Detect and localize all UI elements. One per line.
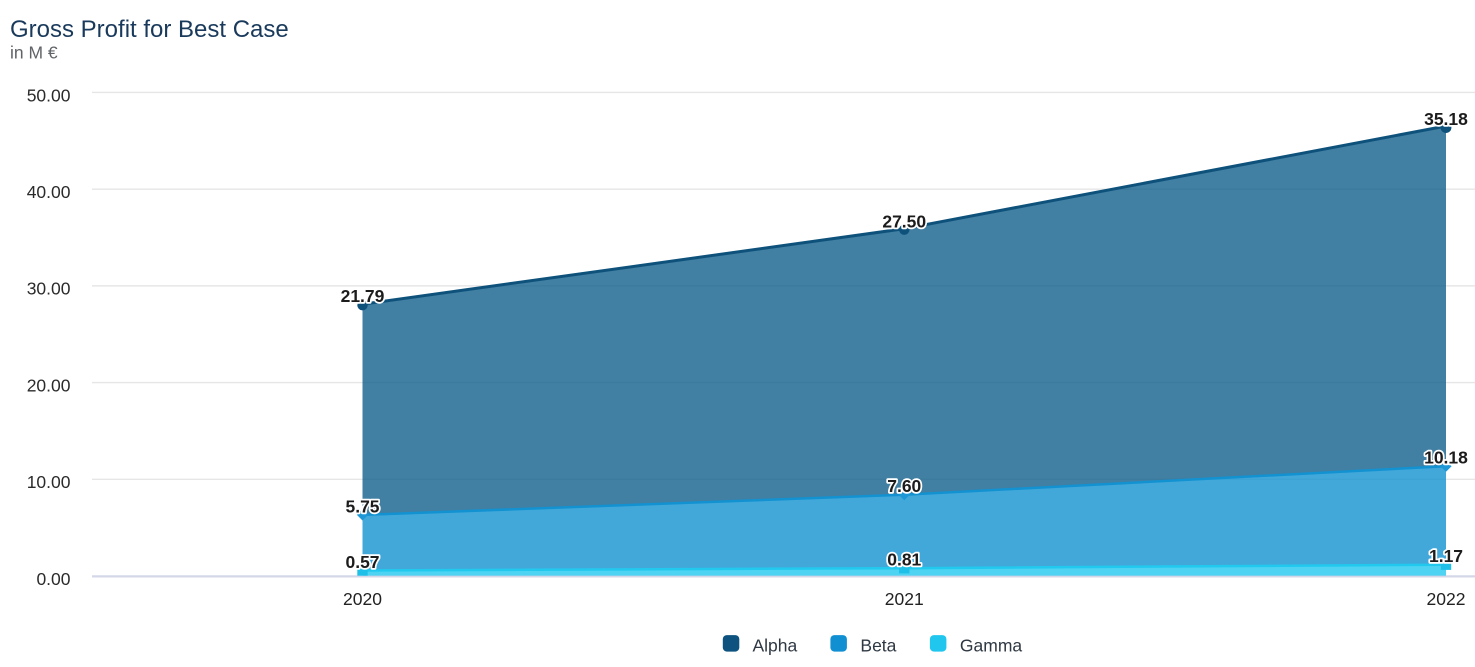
svg-text:21.79: 21.79	[341, 286, 385, 306]
svg-text:Gross Profit for Best Case: Gross Profit for Best Case	[10, 16, 289, 43]
svg-text:2022: 2022	[1427, 589, 1466, 609]
svg-text:20.00: 20.00	[27, 375, 71, 395]
svg-text:10.18: 10.18	[1424, 448, 1468, 468]
svg-text:Beta: Beta	[860, 636, 896, 656]
svg-text:0.00: 0.00	[36, 569, 70, 589]
svg-text:27.50: 27.50	[882, 212, 926, 232]
svg-text:5.75: 5.75	[345, 496, 379, 516]
svg-text:30.00: 30.00	[27, 279, 71, 299]
svg-text:2021: 2021	[885, 589, 924, 609]
svg-text:40.00: 40.00	[27, 182, 71, 202]
svg-text:1.17: 1.17	[1429, 546, 1463, 566]
svg-text:50.00: 50.00	[27, 85, 71, 105]
svg-text:10.00: 10.00	[27, 472, 71, 492]
svg-text:0.81: 0.81	[887, 550, 921, 570]
svg-text:in M €: in M €	[10, 43, 58, 63]
svg-text:35.18: 35.18	[1424, 109, 1468, 129]
svg-text:2020: 2020	[343, 589, 382, 609]
svg-text:Alpha: Alpha	[753, 636, 798, 656]
svg-text:0.57: 0.57	[345, 552, 379, 572]
svg-text:Gamma: Gamma	[960, 636, 1023, 656]
svg-text:7.60: 7.60	[887, 476, 921, 496]
